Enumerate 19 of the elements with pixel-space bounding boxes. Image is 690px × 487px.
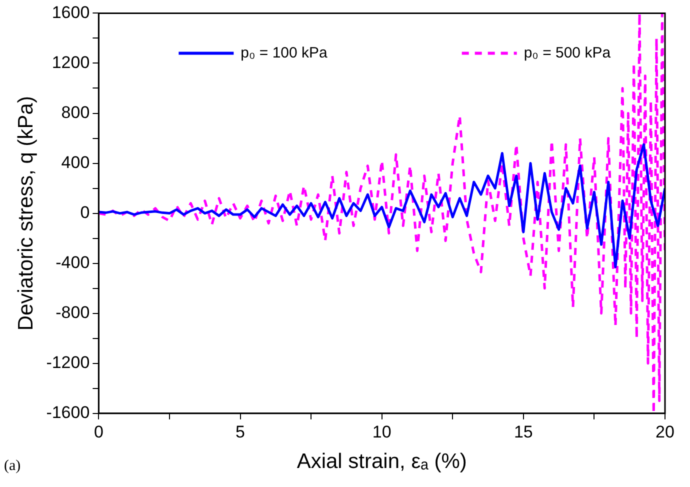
y-tick-label: 0: [80, 202, 90, 222]
y-tick-label: 400: [61, 152, 90, 172]
y-tick-label: 800: [61, 102, 90, 122]
y-tick-label: 1600: [52, 2, 90, 22]
x-tick-label: 5: [236, 422, 245, 442]
x-tick-label: 10: [372, 422, 392, 442]
legend-label: p₀ = 100 kPa: [240, 44, 328, 62]
x-tick-label: 0: [94, 422, 104, 442]
y-tick-label: -1600: [46, 403, 90, 422]
legend-label: p₀ = 500 kPa: [524, 44, 612, 62]
y-tick-label: 1200: [52, 52, 90, 72]
text: (a): [4, 458, 21, 475]
y-tick-label: -400: [56, 253, 90, 272]
y-tick-label: -1200: [46, 353, 90, 372]
x-tick-label: 15: [514, 422, 533, 442]
x-tick-label: 20: [656, 422, 674, 442]
x-axis-title: Axial strain, εₐ (%): [296, 450, 467, 474]
y-tick-label: -800: [56, 303, 90, 322]
y-axis-title: Deviatoric stress, q (kPa): [14, 96, 38, 331]
